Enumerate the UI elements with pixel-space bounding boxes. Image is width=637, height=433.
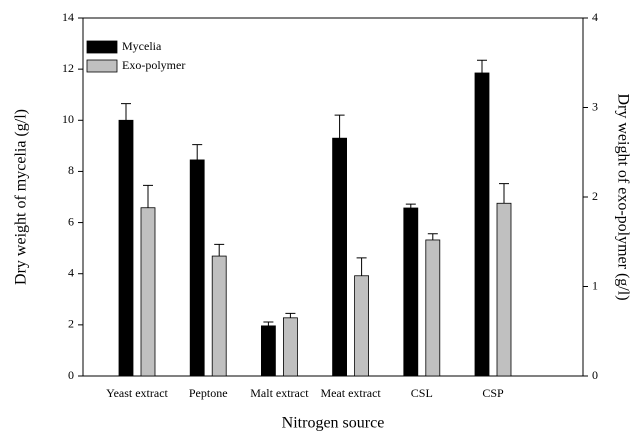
y-tick-label: 12 (62, 61, 74, 75)
y-tick-label: 14 (62, 10, 74, 24)
error-bar (192, 144, 203, 160)
x-tick-label: Yeast extract (106, 386, 168, 400)
legend-label: Mycelia (122, 39, 162, 53)
y-tick-label: 4 (68, 265, 74, 279)
x-axis-label: Nitrogen source (282, 415, 385, 432)
x-tick-label: CSL (411, 386, 433, 400)
error-bar (477, 59, 487, 73)
x-tick-label: Malt extract (250, 386, 309, 400)
y-tick-label: 6 (68, 214, 74, 228)
y-axis-label: Dry weight of mycelia (g/l) (13, 109, 30, 285)
error-bar (285, 312, 296, 318)
y2-tick-label: 4 (592, 10, 598, 24)
legend-swatch (86, 59, 118, 73)
x-tick-label: CSP (482, 386, 504, 400)
bar (354, 275, 370, 377)
y2-tick-label: 3 (592, 99, 598, 113)
bar (140, 207, 156, 377)
bar (211, 255, 227, 377)
y2-axis-label: Dry weight of exo-polymer (g/l) (614, 93, 631, 300)
error-bar (405, 203, 416, 208)
y2-tick-label: 2 (592, 189, 598, 203)
error-bar (356, 257, 367, 276)
bar (474, 72, 490, 377)
bar (332, 137, 348, 377)
bar (282, 317, 298, 377)
error-bar (334, 114, 345, 139)
bar (118, 119, 134, 377)
legend-label: Exo-polymer (122, 58, 185, 72)
bar (260, 325, 276, 377)
x-tick-label: Peptone (189, 386, 228, 400)
error-bar (499, 183, 509, 204)
y-tick-label: 0 (68, 368, 74, 382)
error-bar (214, 243, 225, 257)
error-bar (121, 103, 131, 121)
y-tick-label: 10 (62, 112, 74, 126)
bar (425, 239, 441, 377)
bar (496, 202, 512, 377)
x-tick-label: Meat extract (320, 386, 381, 400)
y-tick-label: 2 (68, 317, 74, 331)
y2-tick-label: 0 (592, 368, 598, 382)
bar (189, 159, 205, 377)
bar (403, 207, 419, 377)
error-bar (263, 321, 274, 326)
y2-tick-label: 1 (592, 278, 598, 292)
legend-swatch (86, 40, 118, 54)
error-bar (143, 184, 153, 208)
error-bar (427, 233, 438, 240)
y-tick-label: 8 (68, 163, 74, 177)
